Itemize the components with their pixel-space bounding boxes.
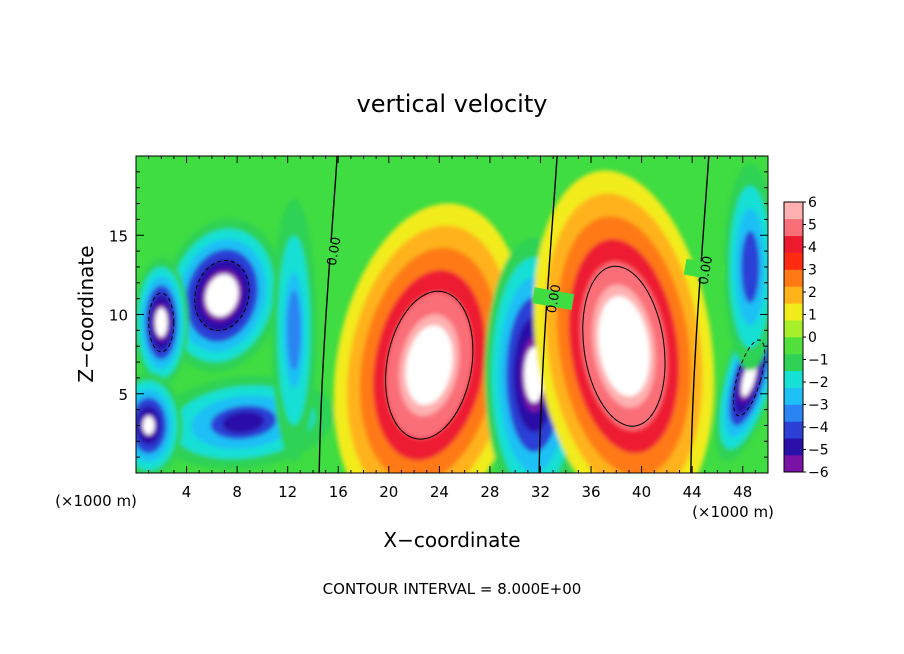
colorbar-swatch: [784, 235, 803, 253]
x-axis: 4 8 12 16 20 24 28 32 36 40 44 48: [148, 156, 756, 501]
x-tick-label: 4: [182, 483, 192, 501]
contour-label: 0.00: [545, 283, 565, 314]
velocity-cell: [271, 199, 317, 462]
colorbar-label: 5: [808, 218, 817, 234]
x-tick-label: 36: [581, 483, 600, 501]
chart-title: vertical velocity: [357, 90, 548, 118]
y-axis: 5 10 15: [109, 171, 768, 458]
colorbar-swatch: [784, 286, 803, 304]
contour-line: [385, 290, 474, 440]
y-tick-label: 15: [109, 227, 128, 245]
velocity-band: [287, 290, 301, 371]
x-tick-label: 16: [329, 483, 348, 501]
colorbar-swatch: [784, 337, 803, 355]
colorbar-swatch: [784, 404, 803, 422]
velocity-band-out-of-range: [405, 325, 453, 406]
x-tick-label: 12: [278, 483, 297, 501]
colorbar-label: 3: [808, 263, 817, 279]
x-tick-label: 32: [531, 483, 550, 501]
velocity-cell: [162, 218, 282, 373]
colorbar-swatch: [784, 421, 803, 439]
velocity-band: [222, 411, 265, 434]
x-unit-label-right: (×1000 m): [692, 503, 774, 521]
velocity-cell: [333, 203, 525, 473]
velocity-band: [743, 242, 757, 292]
y-tick-label: 5: [118, 386, 128, 404]
colorbar-label: −5: [808, 443, 829, 459]
x-tick-label: 20: [379, 483, 398, 501]
colorbar-label: −2: [808, 375, 829, 391]
colorbar-label: −6: [808, 465, 829, 481]
velocity-cell: [136, 258, 189, 387]
velocity-cell: [723, 163, 768, 371]
contour-label-background: [532, 287, 575, 311]
colorbar-swatch: [784, 320, 803, 338]
colorbar-swatch: [784, 303, 803, 321]
contour-label: 0.00: [696, 255, 716, 286]
colorbar-label: −4: [808, 420, 829, 436]
velocity-field: [136, 163, 768, 473]
x-tick-label: 8: [232, 483, 242, 501]
zero-contour-line: [690, 156, 710, 473]
x-tick-label: 28: [480, 483, 499, 501]
velocity-band-out-of-range: [205, 274, 239, 317]
colorbar-swatch: [784, 370, 803, 388]
colorbar-label: 0: [808, 330, 817, 346]
x-unit-label-left: (×1000 m): [55, 492, 137, 510]
x-tick-label: 40: [632, 483, 651, 501]
colorbar-swatch: [784, 218, 803, 237]
colorbar-label: 1: [808, 308, 817, 324]
x-axis-label: X−coordinate: [383, 528, 520, 552]
colorbar-label: −3: [808, 398, 829, 414]
colorbar-swatch: [784, 438, 803, 456]
x-tick-label: 44: [683, 483, 702, 501]
contour-label-background: [683, 258, 726, 282]
velocity-cell: [533, 170, 715, 473]
colorbar-label: 2: [808, 285, 817, 301]
colorbar-swatch: [784, 252, 803, 270]
contour-line: [194, 260, 250, 331]
x-tick-label: 24: [430, 483, 449, 501]
contour-interval-note: CONTOUR INTERVAL = 8.000E+00: [323, 580, 582, 598]
colorbar-label: 4: [808, 240, 817, 256]
colorbar: 6 5 4 3 2 1 0 −1 −2 −3 −4 −5 −6: [783, 195, 829, 481]
velocity-cell: [136, 372, 183, 473]
colorbar-swatch: [784, 387, 803, 405]
contour-label-background: [312, 239, 355, 263]
contour-labels: 0.00 0.00 0.00: [312, 236, 726, 314]
velocity-band-out-of-range: [155, 307, 168, 337]
colorbar-label: 6: [808, 195, 817, 211]
colorbar-label: −1: [808, 353, 829, 369]
velocity-band-out-of-range: [144, 418, 154, 433]
colorbar-swatch: [784, 353, 803, 372]
velocity-band-out-of-range: [598, 296, 650, 397]
contour-label: 0.00: [325, 236, 345, 267]
contour-line: [582, 265, 666, 427]
contour-line: [732, 339, 766, 417]
zero-contour-line: [318, 156, 338, 473]
colorbar-swatch: [784, 269, 803, 287]
colorbar-swatch: [784, 455, 803, 473]
colorbar-swatch: [784, 202, 803, 220]
y-tick-label: 10: [109, 307, 128, 325]
y-axis-label: Z−coordinate: [74, 245, 98, 382]
x-tick-label: 48: [733, 483, 752, 501]
contour-line: [148, 292, 175, 353]
